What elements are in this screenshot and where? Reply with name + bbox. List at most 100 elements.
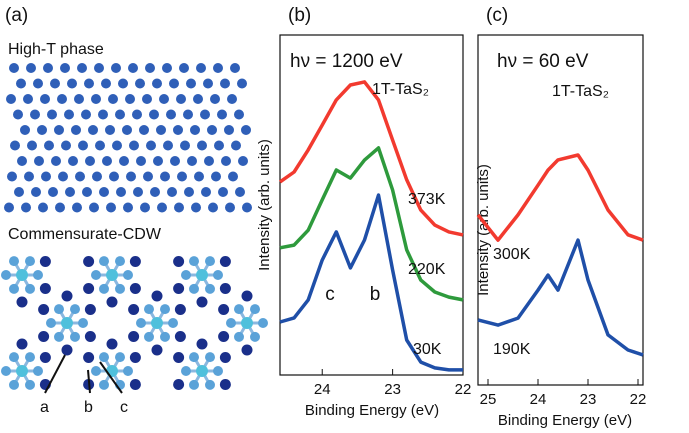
atom [220,256,231,267]
atom [88,125,98,135]
atom [48,187,58,197]
series-label: 220K [408,261,446,278]
atom [242,203,252,213]
atom [135,79,145,89]
atom [152,291,163,302]
atom [213,270,223,280]
atom [228,172,238,182]
atom [47,110,57,120]
atom [235,187,245,197]
atom [55,203,65,213]
atom [145,63,155,73]
site-label: a [40,399,49,416]
atom [25,284,35,294]
atom [180,141,190,151]
atom [9,256,19,266]
x-axis-label: Binding Energy (eV) [498,412,632,429]
atom [173,256,184,267]
atom [190,125,200,135]
atom [94,63,104,73]
atom [130,379,141,390]
atom [132,110,142,120]
atom [13,110,23,120]
atom [136,156,146,166]
atom [234,304,244,314]
atom [133,187,143,197]
panel-label: (a) [5,5,28,26]
atom [191,203,201,213]
atom [189,284,199,294]
atom [54,332,64,342]
atom [37,125,47,135]
atom [82,187,92,197]
atom [43,63,53,73]
atom [67,79,77,89]
atom [6,94,16,104]
atom [108,94,118,104]
atom [177,172,187,182]
atom [238,156,248,166]
annotation: hν = 60 eV [497,51,589,72]
atom [128,304,139,315]
atom [230,63,240,73]
atom [44,141,54,151]
atom [115,110,125,120]
site-label: b [84,399,93,416]
atom [9,352,19,362]
atom [99,284,109,294]
atom [70,332,80,342]
atom [122,125,132,135]
atom [7,172,17,182]
atom [64,110,74,120]
atom [220,379,231,390]
atom [91,366,101,376]
atom [51,156,61,166]
atom [224,125,234,135]
atom [54,125,64,135]
atom [38,203,48,213]
atom [30,110,40,120]
annotation: b [370,284,381,305]
atom [203,79,213,89]
atom [91,94,101,104]
atom [221,156,231,166]
atom [9,63,19,73]
atom [142,94,152,104]
annotation: 1T-TaS₂ [552,83,609,100]
atom [27,141,37,151]
atom [17,156,27,166]
atom [176,94,186,104]
atom [174,203,184,213]
atom [9,284,19,294]
atom [162,63,172,73]
atom [214,141,224,151]
atom [160,332,170,342]
atom [109,172,119,182]
atom [181,366,191,376]
atom [205,380,215,390]
atom [40,352,51,363]
atom [40,94,50,104]
x-tick-label: 25 [480,391,497,408]
atom [85,156,95,166]
atom [130,283,141,294]
atom [83,283,94,294]
atom [107,339,118,350]
atom [187,156,197,166]
atom [196,63,206,73]
atom [130,256,141,267]
atom [99,256,109,266]
atom [71,125,81,135]
atom [205,284,215,294]
atom [231,141,241,151]
atom [225,203,235,213]
atom [152,79,162,89]
atom [241,125,251,135]
atom [184,187,194,197]
atom [166,110,176,120]
atom [197,297,208,308]
atom [189,380,199,390]
atom [169,79,179,89]
atom [156,125,166,135]
panel-title: Commensurate-CDW [8,226,162,243]
